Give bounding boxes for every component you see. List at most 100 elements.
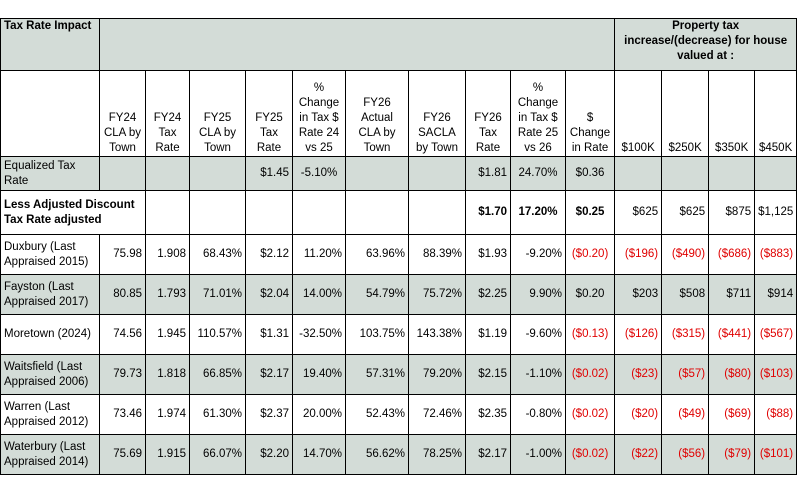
fy24-rate: 1.974 [145, 394, 190, 435]
change-25-26: 9.90% [510, 274, 566, 315]
fy25-rate: $1.31 [245, 314, 293, 355]
fy26-actual-cla: 57.31% [345, 354, 409, 395]
house-250k: ($57) [661, 354, 710, 395]
table-title: Tax Rate Impact [0, 18, 100, 71]
fy26-rate: $1.93 [465, 234, 511, 275]
adjusted-dollar-change: $0.25 [564, 190, 616, 235]
fy25-cla: 68.43% [189, 234, 246, 275]
fy24-rate: 1.793 [145, 274, 190, 315]
fy24-rate: 1.818 [145, 354, 190, 395]
title-row: Tax Rate Impact Property tax increase/(d… [0, 18, 798, 71]
town-name: Waitsfield (Last Appraised 2006) [0, 354, 100, 395]
fy26-sacla: 75.72% [408, 274, 466, 315]
adjusted-house-450k: $1,125 [754, 190, 798, 235]
equalized-label: Equalized Tax Rate [0, 156, 100, 191]
fy24-cla: 79.73 [99, 354, 146, 395]
header-fy24-cla: FY24 CLA by Town [99, 70, 146, 157]
house-350k: $711 [708, 274, 756, 315]
house-350k: ($441) [708, 314, 756, 355]
fy26-actual-cla: 63.96% [345, 234, 409, 275]
fy26-actual-cla: 56.62% [345, 434, 409, 475]
house-100k: ($196) [614, 234, 663, 275]
fy25-cla: 110.57% [189, 314, 246, 355]
fy24-cla: 75.69 [99, 434, 146, 475]
fy24-rate: 1.915 [145, 434, 190, 475]
house-100k: ($126) [614, 314, 663, 355]
adjusted-change-25-26: 17.20% [510, 190, 566, 235]
dollar-change: ($0.02) [564, 394, 616, 435]
fy25-rate: $2.12 [245, 234, 293, 275]
fy25-rate: $2.04 [245, 274, 293, 315]
town-rows: Duxbury (Last Appraised 2015) 75.98 1.908 6… [0, 234, 798, 475]
table-row: Warren (Last Appraised 2012) 73.46 1.974 61… [0, 394, 798, 435]
equalized-change-24-25: -5.10% [292, 156, 346, 191]
header-change-24-25: % Change in Tax $ Rate 24 vs 25 [292, 70, 346, 157]
adjusted-house-100k: $625 [614, 190, 663, 235]
fy26-rate: $2.17 [465, 434, 511, 475]
house-450k: ($101) [754, 434, 798, 475]
house-450k: ($103) [754, 354, 798, 395]
house-450k: ($883) [754, 234, 798, 275]
table-row: Duxbury (Last Appraised 2015) 75.98 1.908 6… [0, 234, 798, 275]
town-name: Fayston (Last Appraised 2017) [0, 274, 100, 315]
header-fy26-sacla: FY26 SACLA by Town [408, 70, 466, 157]
town-name: Warren (Last Appraised 2012) [0, 394, 100, 435]
fy24-rate: 1.908 [145, 234, 190, 275]
change-25-26: -9.20% [510, 234, 566, 275]
house-100k: ($23) [614, 354, 663, 395]
town-name: Waterbury (Last Appraised 2014) [0, 434, 100, 475]
property-tax-header: Property tax increase/(decrease) for hou… [614, 18, 798, 71]
header-blank [0, 70, 100, 157]
change-24-25: 14.00% [292, 274, 346, 315]
fy26-rate: $1.19 [465, 314, 511, 355]
dollar-change: ($0.13) [564, 314, 616, 355]
house-350k: ($686) [708, 234, 756, 275]
fy24-cla: 74.56 [99, 314, 146, 355]
change-25-26: -9.60% [510, 314, 566, 355]
change-24-25: 19.40% [292, 354, 346, 395]
fy26-rate: $2.35 [465, 394, 511, 435]
header-house-100k: $100K [614, 70, 663, 157]
fy25-cla: 66.85% [189, 354, 246, 395]
equalized-fy26-rate: $1.81 [465, 156, 511, 191]
adjusted-fy26-rate: $1.70 [465, 190, 511, 235]
table-row: Moretown (2024) 74.56 1.945 110.57% $1.31 -32… [0, 314, 798, 355]
adjusted-house-250k: $625 [661, 190, 710, 235]
house-250k: ($56) [661, 434, 710, 475]
house-450k: ($88) [754, 394, 798, 435]
header-house-250k: $250K [661, 70, 710, 157]
fy24-cla: 75.98 [99, 234, 146, 275]
dollar-change: $0.20 [564, 274, 616, 315]
fy26-rate: $2.15 [465, 354, 511, 395]
fy24-cla: 73.46 [99, 394, 146, 435]
dollar-change: ($0.02) [564, 354, 616, 395]
house-100k: ($22) [614, 434, 663, 475]
change-24-25: 11.20% [292, 234, 346, 275]
fy24-rate: 1.945 [145, 314, 190, 355]
column-header-row: FY24 CLA by Town FY24 Tax Rate FY25 CLA … [0, 70, 798, 157]
fy25-cla: 66.07% [189, 434, 246, 475]
house-250k: ($49) [661, 394, 710, 435]
header-fy25-cla: FY25 CLA by Town [189, 70, 246, 157]
change-24-25: 14.70% [292, 434, 346, 475]
adjusted-label: Less Adjusted Discount Tax Rate adjusted [0, 190, 146, 235]
fy25-cla: 71.01% [189, 274, 246, 315]
house-350k: ($69) [708, 394, 756, 435]
table-row: Waitsfield (Last Appraised 2006) 79.73 1.8… [0, 354, 798, 395]
fy26-actual-cla: 52.43% [345, 394, 409, 435]
house-450k: ($567) [754, 314, 798, 355]
house-350k: ($80) [708, 354, 756, 395]
change-24-25: -32.50% [292, 314, 346, 355]
fy25-rate: $2.20 [245, 434, 293, 475]
header-fy26-rate: FY26 Tax Rate [465, 70, 511, 157]
house-450k: $914 [754, 274, 798, 315]
house-250k: $508 [661, 274, 710, 315]
fy26-actual-cla: 54.79% [345, 274, 409, 315]
change-25-26: -1.10% [510, 354, 566, 395]
adjusted-row: Less Adjusted Discount Tax Rate adjusted… [0, 190, 798, 235]
house-100k: $203 [614, 274, 663, 315]
equalized-row: Equalized Tax Rate $1.45 -5.10% $1.81 24… [0, 156, 798, 191]
house-350k: ($79) [708, 434, 756, 475]
dollar-change: ($0.02) [564, 434, 616, 475]
header-change-25-26: % Change in Tax $ Rate 25 vs 26 [510, 70, 566, 157]
